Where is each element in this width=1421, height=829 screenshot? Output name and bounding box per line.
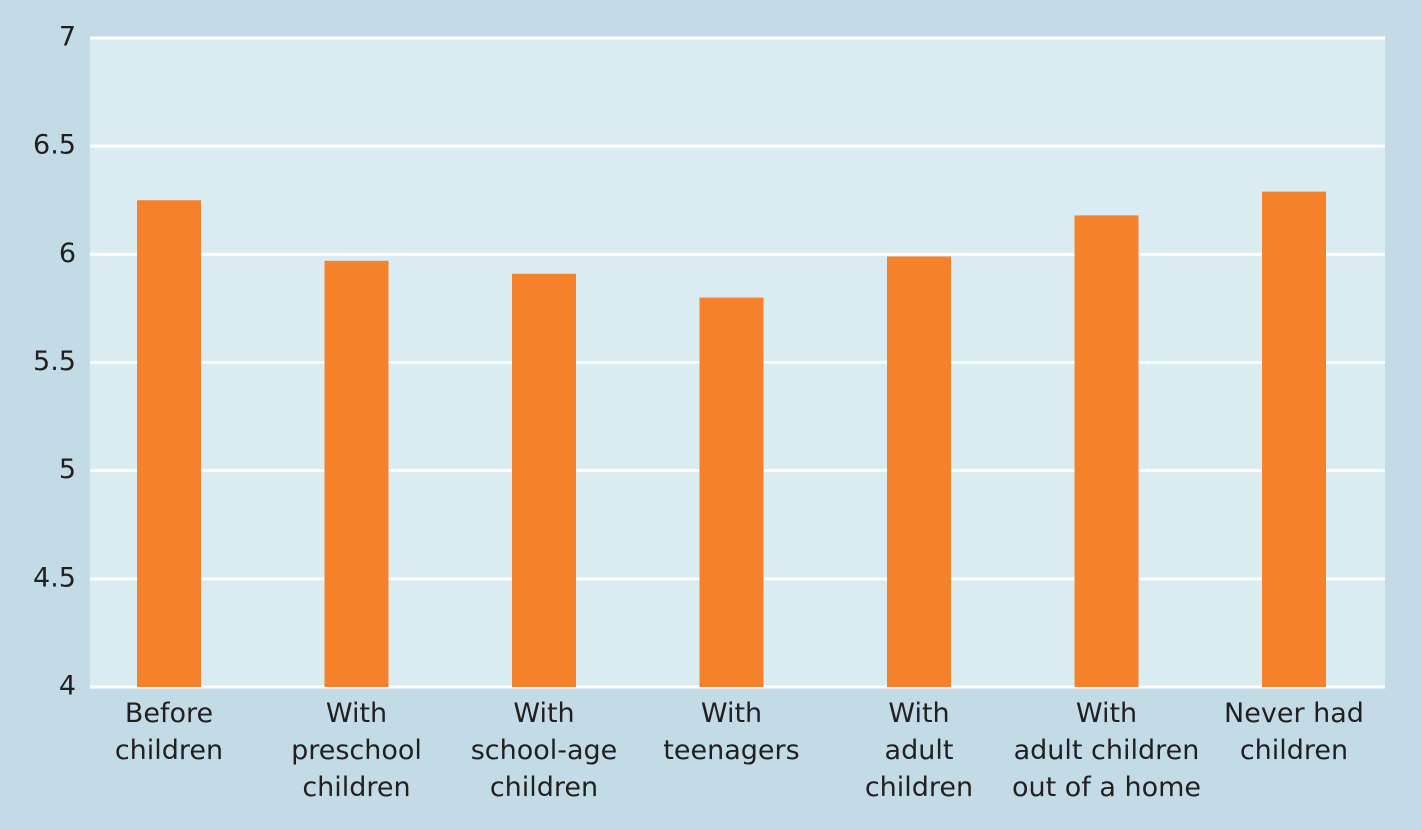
x-tick-label: With adult children xyxy=(865,698,973,803)
x-tick-label: With teenagers xyxy=(663,698,799,766)
x-tick-label: Before children xyxy=(115,698,223,766)
y-tick-label: 6.5 xyxy=(33,130,76,161)
y-tick-label: 4.5 xyxy=(33,562,76,593)
x-tick-label: With preschool children xyxy=(291,698,422,803)
bar xyxy=(1262,191,1326,687)
bar xyxy=(1074,215,1139,688)
x-tick-label: Never had children xyxy=(1224,698,1364,766)
bar xyxy=(887,256,951,687)
x-tick-label: With adult children out of a home xyxy=(1012,698,1201,803)
bar xyxy=(699,297,764,687)
y-tick-label: 6 xyxy=(59,238,76,269)
bar xyxy=(137,200,201,687)
bar xyxy=(512,273,576,687)
y-tick-label: 4 xyxy=(59,671,76,702)
y-tick-label: 7 xyxy=(59,22,76,53)
bar xyxy=(324,260,389,687)
y-tick-label: 5 xyxy=(59,454,76,485)
y-tick-label: 5.5 xyxy=(33,346,76,377)
x-tick-label: With school-age children xyxy=(471,698,618,803)
